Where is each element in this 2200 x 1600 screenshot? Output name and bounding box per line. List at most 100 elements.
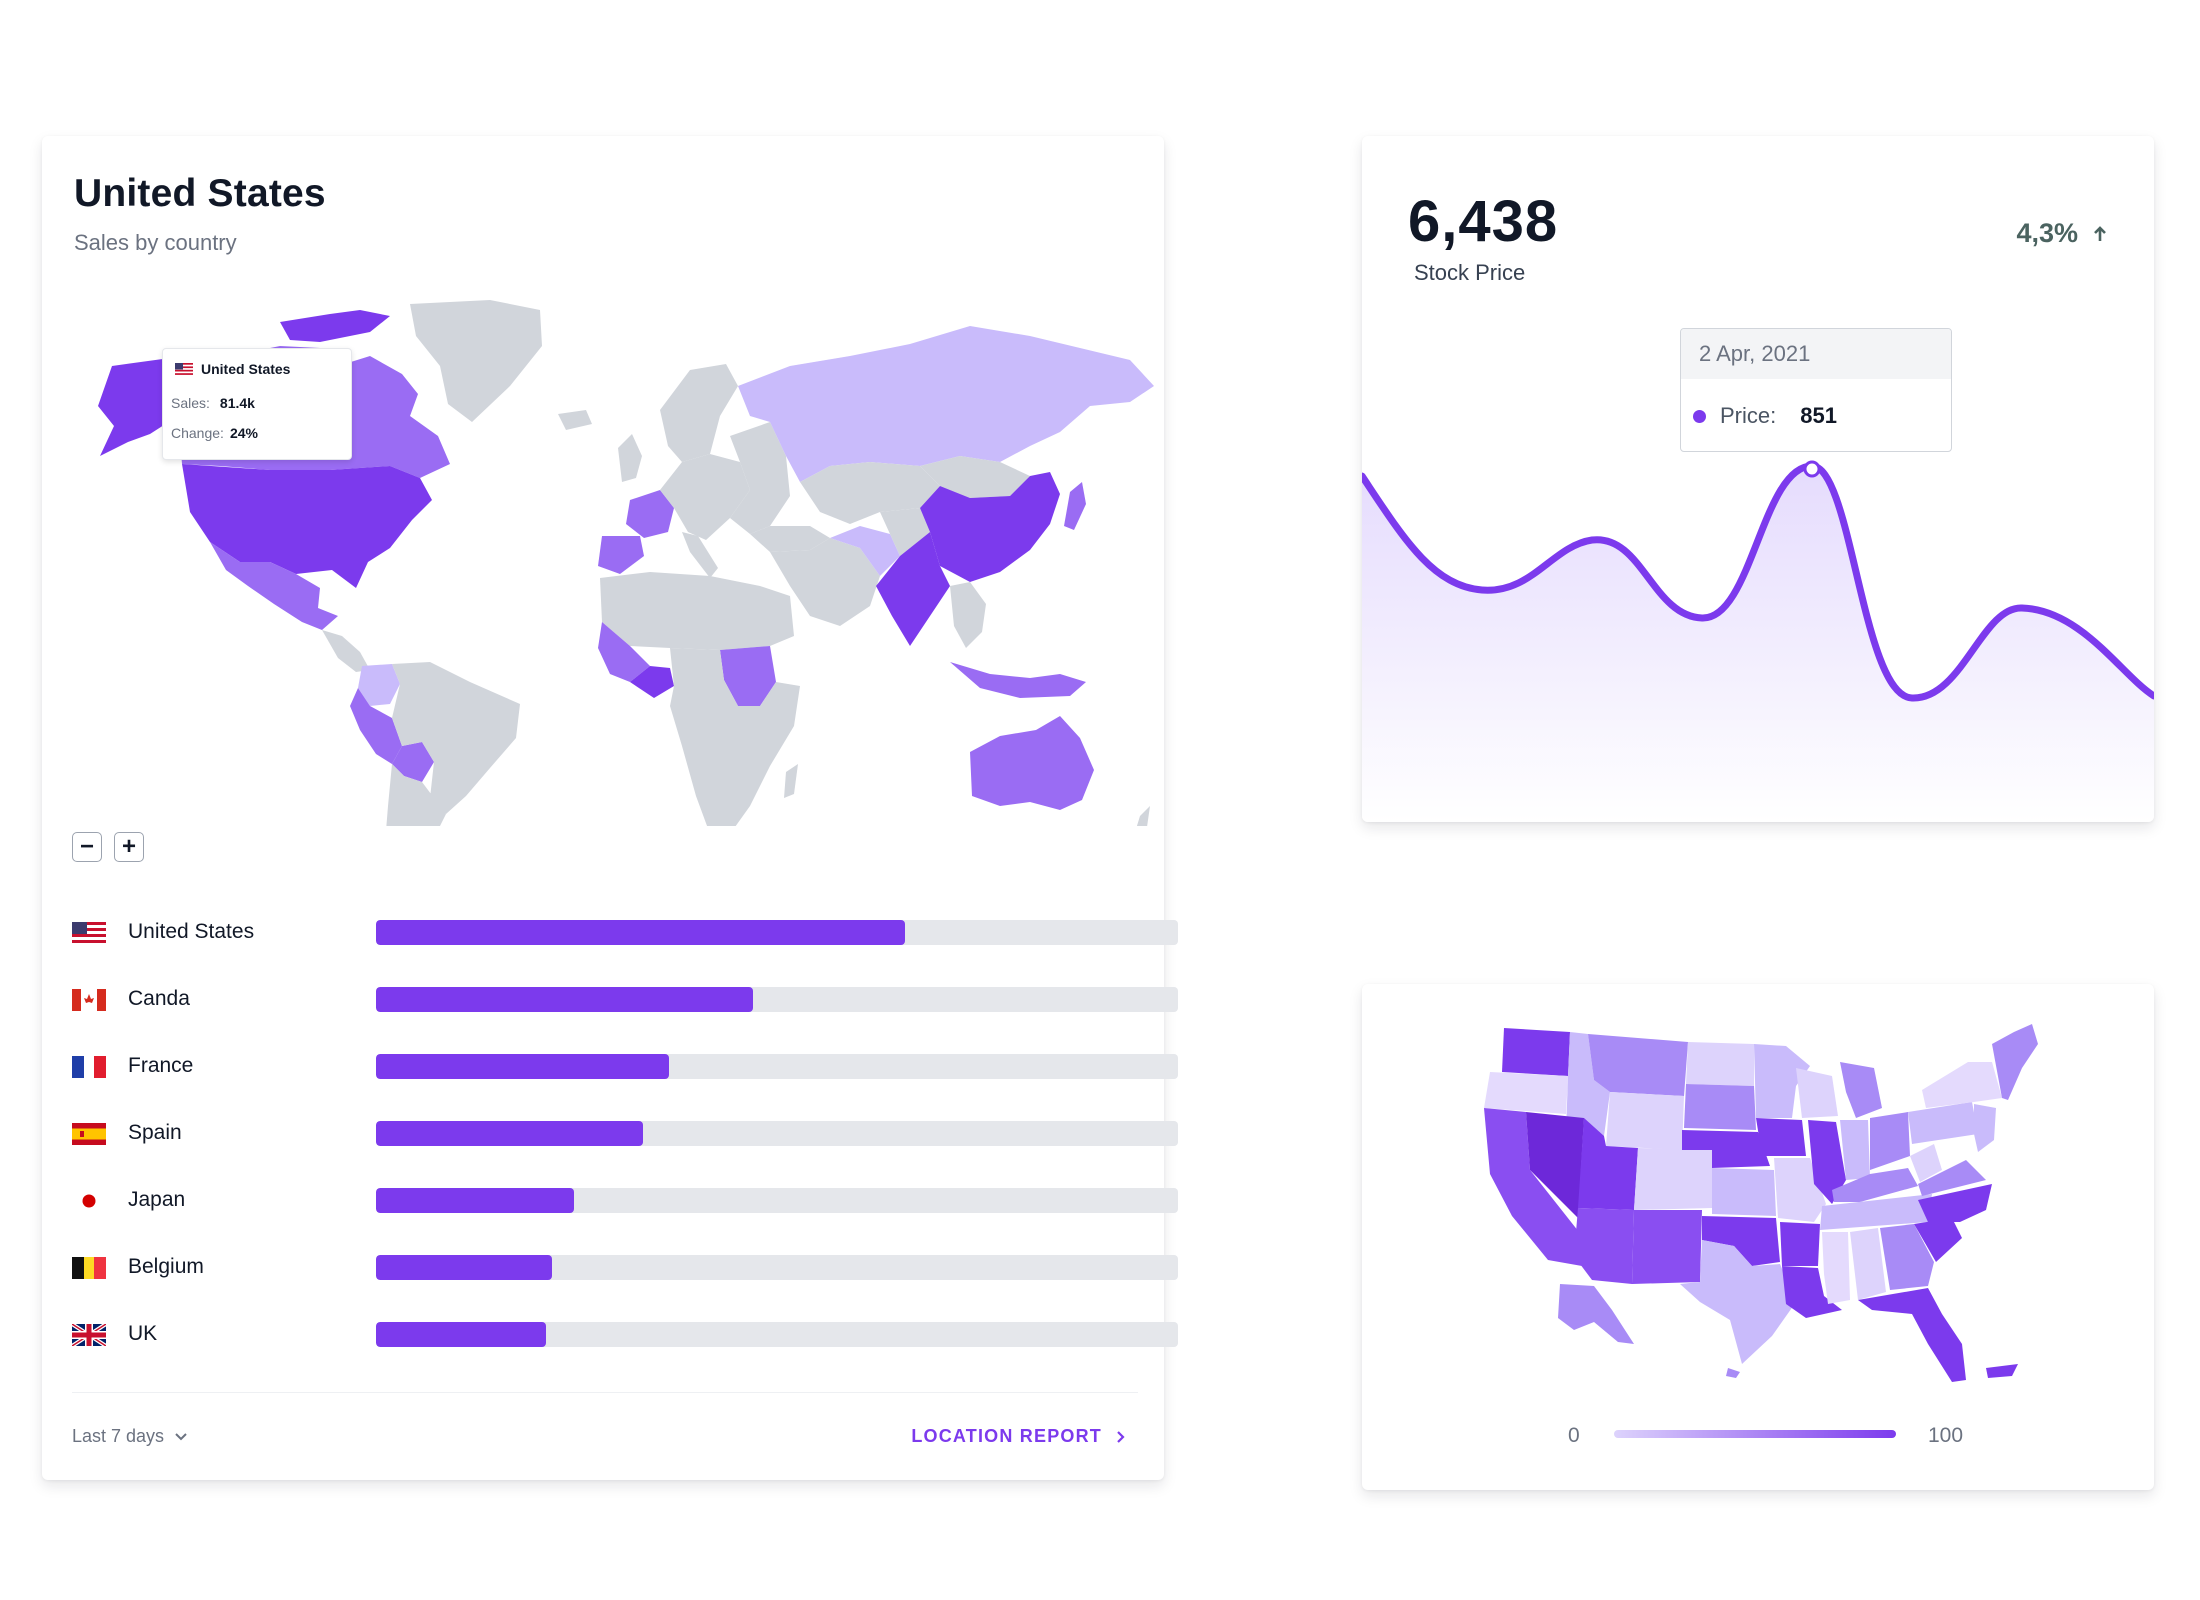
region-sudan[interactable] xyxy=(720,646,776,706)
zoom-in-button[interactable]: + xyxy=(114,832,144,862)
state-indiana[interactable] xyxy=(1840,1120,1870,1180)
state-nebraska[interactable] xyxy=(1682,1130,1770,1168)
region-scandinavia[interactable] xyxy=(660,364,738,462)
region-india[interactable] xyxy=(876,532,950,646)
state-mississippi[interactable] xyxy=(1822,1232,1850,1304)
state-south-carolina[interactable] xyxy=(1914,1218,1962,1262)
state-wisconsin[interactable] xyxy=(1796,1068,1838,1118)
region-spain[interactable] xyxy=(598,536,644,574)
region-peru[interactable] xyxy=(350,688,402,764)
state-tennessee[interactable] xyxy=(1820,1194,1932,1230)
us-states-map[interactable] xyxy=(1362,984,2154,1490)
region-alaska[interactable] xyxy=(98,358,182,456)
state-idaho[interactable] xyxy=(1566,1032,1610,1136)
state-georgia[interactable] xyxy=(1880,1224,1934,1290)
region-japan[interactable] xyxy=(1064,482,1086,530)
region-central-africa[interactable] xyxy=(670,648,800,826)
state-hawaii[interactable] xyxy=(1726,1368,1740,1378)
region-iceland[interactable] xyxy=(558,410,592,430)
state-montana[interactable] xyxy=(1588,1034,1688,1096)
stock-area xyxy=(1362,466,2154,822)
state-south-dakota[interactable] xyxy=(1684,1084,1756,1130)
region-russia[interactable] xyxy=(738,326,1154,482)
country-row[interactable]: Spain xyxy=(72,1115,1178,1151)
region-central-europe[interactable] xyxy=(660,454,750,540)
region-turkey[interactable] xyxy=(750,526,830,552)
state-virginia[interactable] xyxy=(1918,1160,1986,1196)
region-brazil[interactable] xyxy=(392,662,520,814)
state-west-virginia[interactable] xyxy=(1910,1144,1942,1182)
state-nevada[interactable] xyxy=(1526,1112,1584,1218)
state-puerto-rico[interactable] xyxy=(1986,1364,2018,1378)
region-france[interactable] xyxy=(626,490,674,538)
region-australia[interactable] xyxy=(970,716,1094,810)
state-louisiana[interactable] xyxy=(1782,1266,1842,1318)
region-middle-east[interactable] xyxy=(770,538,880,626)
state-iowa[interactable] xyxy=(1756,1118,1806,1156)
state-michigan[interactable] xyxy=(1840,1062,1882,1118)
state-oklahoma[interactable] xyxy=(1702,1216,1780,1266)
state-new-jersey-md[interactable] xyxy=(1974,1104,1996,1152)
region-mexico[interactable] xyxy=(210,542,338,630)
state-pennsylvania[interactable] xyxy=(1908,1102,1978,1144)
state-new-mexico[interactable] xyxy=(1632,1210,1702,1284)
region-canada-arctic[interactable] xyxy=(280,310,390,342)
state-oregon[interactable] xyxy=(1484,1072,1568,1114)
country-row[interactable]: France xyxy=(72,1048,1178,1084)
state-florida[interactable] xyxy=(1858,1288,1966,1382)
state-minnesota[interactable] xyxy=(1754,1044,1810,1118)
period-dropdown[interactable]: Last 7 days xyxy=(72,1426,188,1447)
region-kazakhstan[interactable] xyxy=(800,462,940,524)
state-washington[interactable] xyxy=(1502,1028,1570,1076)
state-kansas[interactable] xyxy=(1712,1168,1776,1216)
state-utah[interactable] xyxy=(1578,1118,1638,1210)
stock-price-chart[interactable] xyxy=(1362,136,2154,822)
region-new-zealand[interactable] xyxy=(1132,806,1150,826)
region-greenland[interactable] xyxy=(410,300,542,422)
region-china[interactable] xyxy=(920,472,1060,582)
region-central-america[interactable] xyxy=(322,630,370,672)
state-north-carolina[interactable] xyxy=(1918,1184,1992,1222)
country-row[interactable]: Japan xyxy=(72,1182,1178,1218)
region-southeast-asia[interactable] xyxy=(950,582,986,648)
country-row[interactable]: United States xyxy=(72,914,1178,950)
region-colombia[interactable] xyxy=(358,664,400,706)
state-north-dakota[interactable] xyxy=(1686,1042,1754,1086)
region-italy[interactable] xyxy=(682,532,718,578)
state-arkansas[interactable] xyxy=(1780,1222,1820,1266)
country-row[interactable]: Canda xyxy=(72,981,1178,1017)
region-west-africa[interactable] xyxy=(598,622,650,682)
region-iran[interactable] xyxy=(830,526,900,576)
region-north-africa[interactable] xyxy=(600,572,794,650)
state-new-york[interactable] xyxy=(1922,1062,2002,1108)
country-row[interactable]: Belgium xyxy=(72,1249,1178,1285)
state-alaska[interactable] xyxy=(1558,1284,1634,1344)
location-report-link[interactable]: LOCATION REPORT xyxy=(911,1426,1126,1447)
region-indonesia[interactable] xyxy=(950,662,1086,698)
state-wyoming[interactable] xyxy=(1606,1092,1684,1150)
state-new-england[interactable] xyxy=(1992,1024,2038,1100)
state-alabama[interactable] xyxy=(1850,1228,1886,1300)
state-missouri[interactable] xyxy=(1774,1158,1826,1222)
stock-peak-point[interactable] xyxy=(1803,460,1821,478)
region-uk[interactable] xyxy=(618,434,642,482)
region-afghanistan[interactable] xyxy=(880,508,930,556)
region-bolivia[interactable] xyxy=(392,742,434,782)
region-nigeria[interactable] xyxy=(630,666,674,698)
world-map[interactable] xyxy=(70,286,1154,826)
state-texas[interactable] xyxy=(1680,1240,1796,1364)
zoom-out-button[interactable]: − xyxy=(72,832,102,862)
region-argentina-chile[interactable] xyxy=(382,764,446,826)
region-usa[interactable] xyxy=(182,464,432,588)
state-colorado[interactable] xyxy=(1634,1148,1712,1210)
region-mongolia[interactable] xyxy=(920,456,1030,498)
state-kentucky[interactable] xyxy=(1832,1168,1918,1202)
state-illinois[interactable] xyxy=(1808,1120,1846,1204)
country-name: Belgium xyxy=(128,1255,204,1278)
region-madagascar[interactable] xyxy=(784,764,798,798)
country-row[interactable]: UK xyxy=(72,1316,1178,1352)
state-arizona[interactable] xyxy=(1574,1208,1634,1284)
state-california[interactable] xyxy=(1484,1108,1590,1266)
region-eastern-europe[interactable] xyxy=(730,422,790,534)
state-ohio[interactable] xyxy=(1870,1112,1910,1170)
